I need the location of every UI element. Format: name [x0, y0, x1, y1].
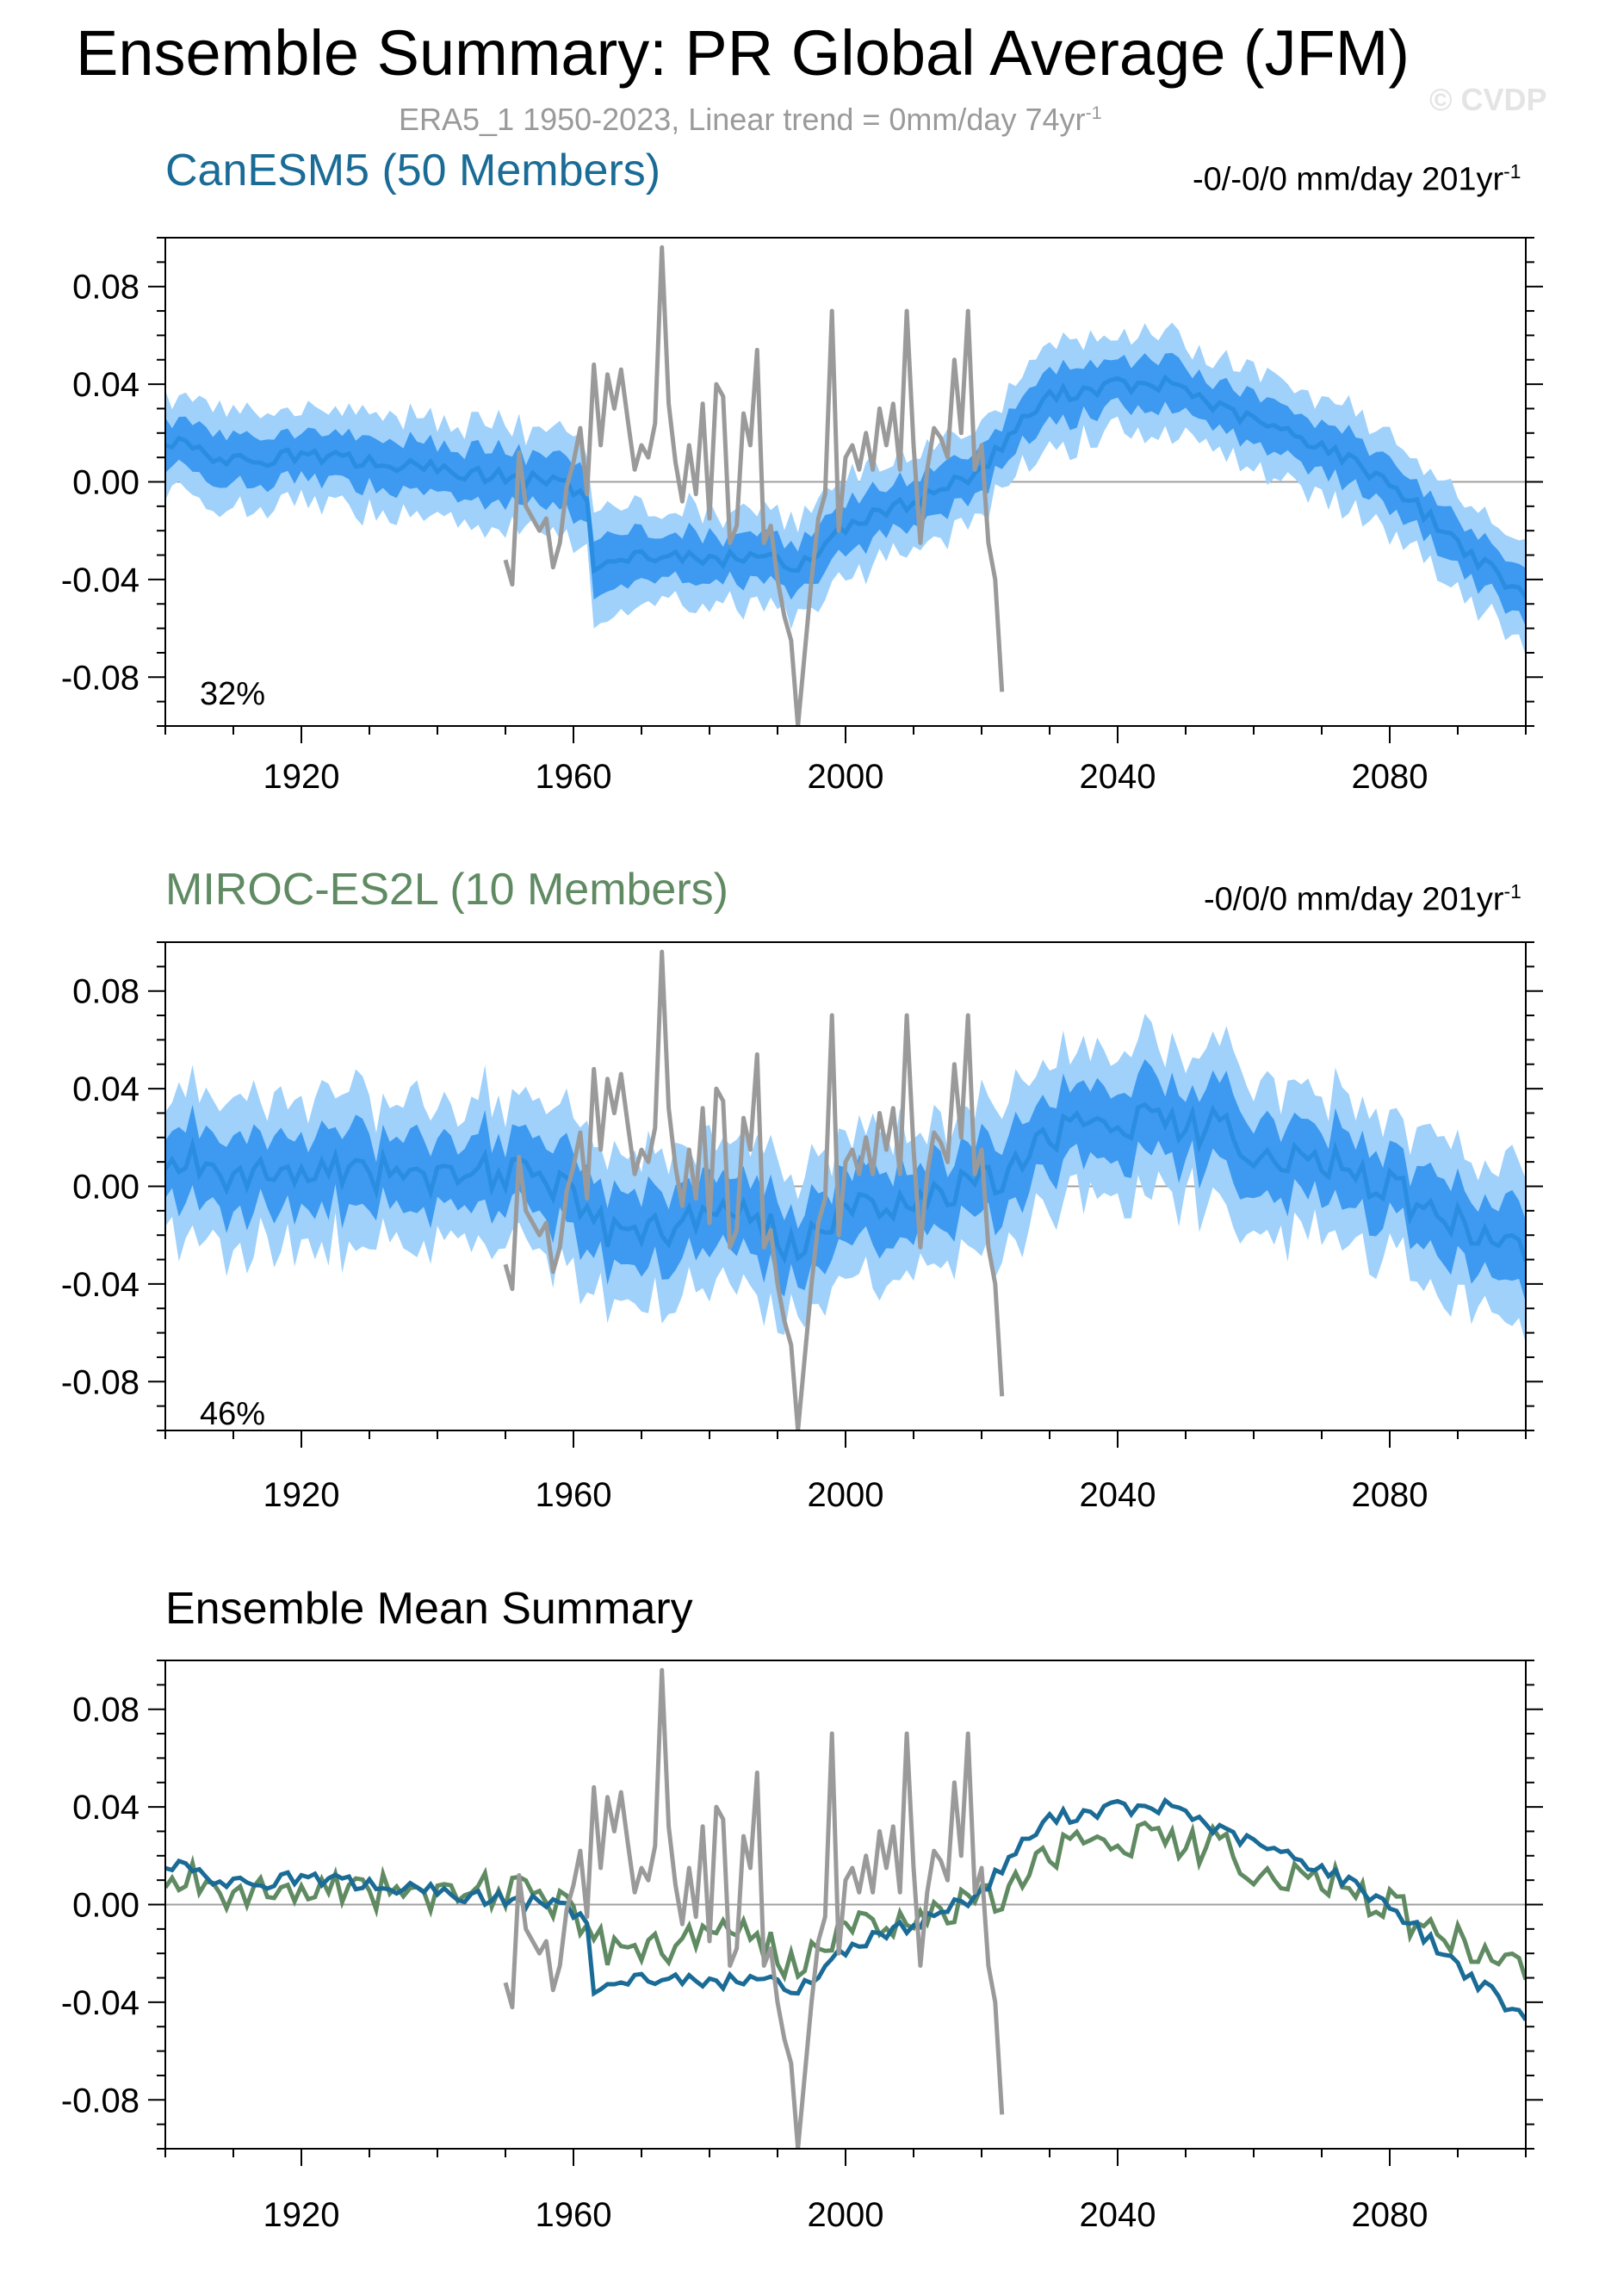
y-tick-label: -0.04 — [61, 1984, 139, 2022]
y-tick-label: -0.04 — [61, 1266, 139, 1304]
chart-panel-2: -0.08 -0.04 0.00 0.04 0.08 1920 1960 2000 2040 20… — [61, 941, 1543, 1514]
y-tick-label: 0.00 — [72, 1169, 139, 1207]
x-tick-label: 2000 — [808, 758, 884, 796]
panel-2-title: MIROC-ES2L (10 Members) — [165, 865, 728, 915]
panel-2-trend-text: -0/0/0 mm/day 201yr — [1204, 881, 1504, 918]
y-tick-label: 0.00 — [72, 1887, 139, 1925]
x-tick-label: 2080 — [1352, 2196, 1428, 2234]
panel-2-percent: 46% — [200, 1396, 266, 1432]
y-tick-label: 0.04 — [72, 366, 139, 404]
x-tick-label: 2040 — [1080, 758, 1156, 796]
y-tick-label: -0.08 — [61, 1363, 139, 1401]
panel-1-trend-text: -0/-0/0 mm/day 201yr — [1193, 161, 1504, 198]
chart-panel-1: -0.08 -0.04 0.00 0.04 0.08 1920 1960 2000 2040 20… — [61, 237, 1543, 796]
y-tick-label: 0.08 — [72, 269, 139, 307]
ensemble-mean-line — [165, 374, 1526, 599]
x-tick-label: 2000 — [808, 2196, 884, 2234]
observations-line — [503, 949, 1005, 1430]
x-tick-label: 1960 — [536, 758, 612, 796]
x-tick-label: 2080 — [1352, 758, 1428, 796]
x-tick-label: 1920 — [263, 1476, 340, 1514]
panel-2-trend: -0/0/0 mm/day 201yr-1 — [1204, 880, 1521, 919]
x-tick-label: 2040 — [1080, 2196, 1156, 2234]
observations-line — [503, 1667, 1005, 2149]
ensemble-mean-line — [165, 1101, 1526, 1265]
y-tick-label: 0.04 — [72, 1789, 139, 1827]
plot-area — [165, 245, 1526, 726]
x-tick-label: 1960 — [536, 1476, 612, 1514]
x-tick-label: 1920 — [263, 2196, 340, 2234]
panel-1-title: CanESM5 (50 Members) — [165, 146, 661, 195]
obs-subtitle-sup: -1 — [1085, 102, 1102, 123]
obs-subtitle-text: ERA5_1 1950-2023, Linear trend = 0mm/day… — [399, 102, 1086, 137]
x-tick-label: 1920 — [263, 758, 340, 796]
panel-3-title: Ensemble Mean Summary — [165, 1584, 693, 1634]
y-tick-label: -0.08 — [61, 659, 139, 697]
obs-subtitle: ERA5_1 1950-2023, Linear trend = 0mm/day… — [399, 102, 1102, 138]
chart-panel-3: -0.08 -0.04 0.00 0.04 0.08 1920 1960 2000 2040 20… — [61, 1660, 1543, 2234]
y-tick-label: -0.08 — [61, 2082, 139, 2119]
y-tick-label: 0.08 — [72, 1691, 139, 1729]
panel-1-trend-sup: -1 — [1503, 160, 1521, 183]
panel-1-trend: -0/-0/0 mm/day 201yr-1 — [1193, 160, 1521, 199]
x-tick-label: 2000 — [808, 1476, 884, 1514]
y-tick-label: 0.08 — [72, 973, 139, 1011]
main-title: Ensemble Summary: PR Global Average (JFM… — [76, 17, 1410, 89]
observations-line — [503, 245, 1005, 726]
panel-1-percent: 32% — [200, 676, 266, 712]
x-tick-label: 2040 — [1080, 1476, 1156, 1514]
x-tick-label: 1960 — [536, 2196, 612, 2234]
y-tick-label: 0.04 — [72, 1070, 139, 1108]
copyright: © CVDP — [1429, 82, 1547, 117]
panel-2-trend-sup: -1 — [1503, 880, 1521, 903]
spread-band-inner — [165, 352, 1526, 627]
canesm5-ensemble-mean-line — [165, 1796, 1526, 2021]
y-tick-label: -0.04 — [61, 562, 139, 599]
plot-area — [165, 1667, 1526, 2149]
y-tick-label: 0.00 — [72, 464, 139, 502]
spread-band-outer — [165, 322, 1526, 656]
x-tick-label: 2080 — [1352, 1476, 1428, 1514]
plot-area — [165, 949, 1526, 1430]
